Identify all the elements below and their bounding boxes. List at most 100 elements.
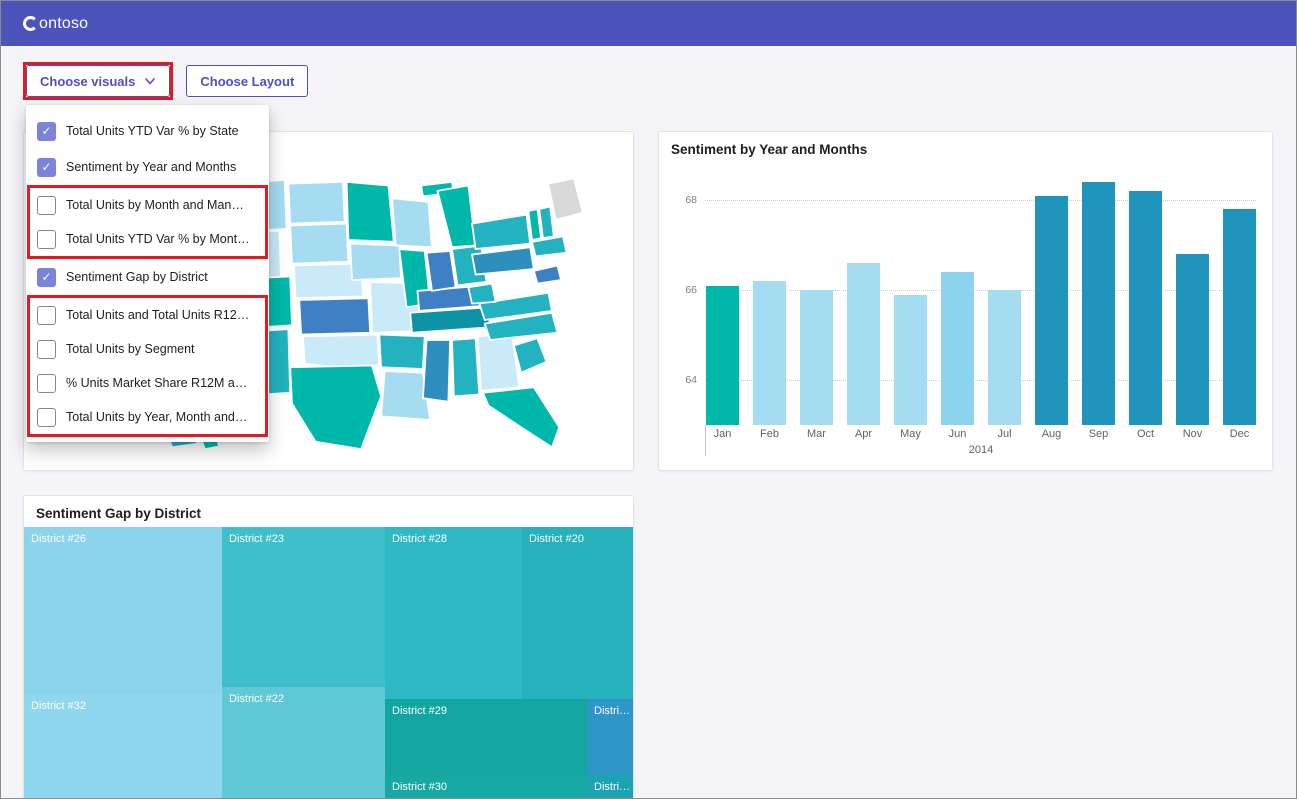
- treemap-tile[interactable]: District #23: [222, 527, 385, 687]
- annotation-highlight-box: Total Units by Month and Man… Total Units…: [27, 185, 268, 259]
- visuals-menu-item-label: Total Units YTD Var % by State: [66, 124, 239, 138]
- y-axis-tick-label: 64: [685, 374, 697, 386]
- visuals-menu-item-label: Total Units and Total Units R12…: [66, 308, 250, 322]
- bar-apr[interactable]: [846, 263, 880, 425]
- x-axis: Jan Feb Mar Apr May Jun Jul Aug Sep Oct Nov Dec 201…: [705, 425, 1256, 456]
- state-shape: [451, 337, 481, 398]
- visuals-menu-item-label: Sentiment Gap by District: [66, 270, 208, 284]
- treemap-tile-label: District #23: [229, 533, 285, 545]
- bar-sep[interactable]: [1081, 182, 1115, 425]
- visuals-menu-item-label: Total Units YTD Var % by Mont…: [66, 232, 250, 246]
- visuals-menu-item[interactable]: % Units Market Share R12M a…: [30, 366, 265, 400]
- bar-chart-card: Sentiment by Year and Months 64 66 68 Jan F…: [658, 131, 1273, 471]
- treemap-title: Sentiment Gap by District: [36, 506, 202, 521]
- treemap-tile[interactable]: Distri…: [587, 775, 633, 798]
- state-shape: [421, 339, 452, 403]
- visuals-menu-item[interactable]: Total Units and Total Units R12…: [30, 298, 265, 332]
- x-axis-tick-label: Jul: [997, 428, 1012, 440]
- visuals-menu-item-label: Total Units by Segment: [66, 342, 195, 356]
- choose-visuals-button[interactable]: Choose visuals: [26, 65, 171, 97]
- state-shape: [532, 264, 562, 285]
- visuals-menu-item[interactable]: Total Units YTD Var % by Mont…: [30, 222, 265, 256]
- x-axis-tick-label: Feb: [760, 428, 779, 440]
- x-axis-tick-label: Aug: [1041, 428, 1062, 440]
- choose-layout-button[interactable]: Choose Layout: [186, 65, 309, 97]
- state-shape: [467, 282, 497, 305]
- checkbox-checked-icon[interactable]: ✓: [37, 157, 56, 177]
- checkbox-unchecked-icon[interactable]: [37, 373, 56, 393]
- checkbox-unchecked-icon[interactable]: [37, 195, 56, 215]
- checkbox-unchecked-icon[interactable]: [37, 407, 56, 427]
- state-shape: [547, 177, 584, 221]
- bar-dec[interactable]: [1222, 209, 1256, 425]
- treemap-tile[interactable]: District #29: [385, 699, 587, 775]
- treemap-tile[interactable]: District #22: [222, 687, 385, 798]
- bar-may[interactable]: [893, 294, 927, 425]
- state-shape: [391, 197, 433, 249]
- state-shape: [425, 250, 457, 292]
- y-axis-tick-label: 68: [685, 194, 697, 206]
- visuals-menu-item-label: % Units Market Share R12M a…: [66, 376, 248, 390]
- visuals-menu-item[interactable]: Total Units by Year, Month and…: [30, 400, 265, 434]
- treemap-tile[interactable]: District #20: [522, 527, 633, 699]
- treemap-tile-label: District #26: [31, 533, 87, 545]
- bars: [705, 173, 1256, 425]
- bar-mar[interactable]: [799, 290, 833, 425]
- x-axis-tick-label: Sep: [1088, 428, 1109, 440]
- checkbox-checked-icon[interactable]: ✓: [37, 121, 56, 141]
- visuals-menu-item[interactable]: ✓ Total Units YTD Var % by State: [26, 113, 269, 149]
- bar-aug[interactable]: [1034, 195, 1068, 425]
- state-shape: [349, 242, 402, 281]
- bar-feb[interactable]: [752, 281, 786, 425]
- checkbox-checked-icon[interactable]: ✓: [37, 267, 56, 287]
- bar-jun[interactable]: [940, 272, 974, 425]
- choose-layout-label: Choose Layout: [200, 73, 295, 89]
- treemap-tile[interactable]: District #26: [24, 527, 222, 694]
- app-header: ontoso: [1, 1, 1296, 46]
- visuals-menu-item[interactable]: ✓ Sentiment Gap by District: [26, 259, 269, 295]
- bar-jul[interactable]: [987, 290, 1021, 425]
- x-axis-tick-label: Dec: [1229, 428, 1250, 440]
- bar-nov[interactable]: [1175, 254, 1209, 425]
- treemap-tile-label: District #22: [229, 693, 285, 705]
- visuals-menu-item-label: Sentiment by Year and Months: [66, 160, 237, 174]
- x-axis-tick-label: Nov: [1182, 428, 1203, 440]
- treemap-tile-label: District #20: [529, 533, 585, 545]
- state-shape: [531, 235, 568, 258]
- state-shape: [301, 333, 381, 369]
- x-axis-tick-label: Jan: [713, 428, 732, 440]
- x-axis-labels: Jan Feb Mar Apr May Jun Jul Aug Sep Oct Nov Dec: [706, 428, 1256, 440]
- checkbox-unchecked-icon[interactable]: [37, 305, 56, 325]
- gridline: [705, 380, 1256, 381]
- treemap-tile-label: District #28: [392, 533, 448, 545]
- brand-wordmark: ontoso: [39, 14, 89, 32]
- treemap-tile[interactable]: District #28: [385, 527, 522, 699]
- y-axis-tick-label: 66: [685, 284, 697, 296]
- state-shape: [483, 311, 559, 341]
- state-shape: [289, 364, 382, 450]
- treemap-tile[interactable]: Distri…: [587, 699, 633, 775]
- checkbox-unchecked-icon[interactable]: [37, 339, 56, 359]
- visuals-menu-item[interactable]: ✓ Sentiment by Year and Months: [26, 149, 269, 185]
- x-axis-tick-label: Jun: [948, 428, 967, 440]
- state-shape: [471, 246, 535, 276]
- visuals-menu-item[interactable]: Total Units by Segment: [30, 332, 265, 366]
- state-shape: [538, 205, 555, 240]
- toolbar: Choose visuals Choose Layout: [23, 62, 309, 100]
- treemap-tile[interactable]: District #30: [385, 775, 587, 798]
- bar-oct[interactable]: [1128, 191, 1162, 425]
- treemap-tile-label: District #29: [392, 705, 448, 717]
- treemap-tile[interactable]: District #32: [24, 694, 222, 798]
- treemap-tile-label: Distri…: [594, 705, 631, 717]
- state-shape: [476, 331, 521, 392]
- visuals-menu-item[interactable]: Total Units by Month and Man…: [30, 188, 265, 222]
- treemap: District #26 District #23 District #28 Dist…: [24, 527, 633, 798]
- x-axis-tick-label: Mar: [807, 428, 826, 440]
- choose-visuals-label: Choose visuals: [40, 73, 136, 89]
- x-axis-tick-label: Oct: [1136, 428, 1155, 440]
- bar-chart-title: Sentiment by Year and Months: [671, 142, 868, 157]
- visuals-menu-item-label: Total Units by Month and Man…: [66, 198, 244, 212]
- contoso-logo: ontoso: [23, 15, 88, 33]
- checkbox-unchecked-icon[interactable]: [37, 229, 56, 249]
- bar-jan[interactable]: [705, 285, 739, 425]
